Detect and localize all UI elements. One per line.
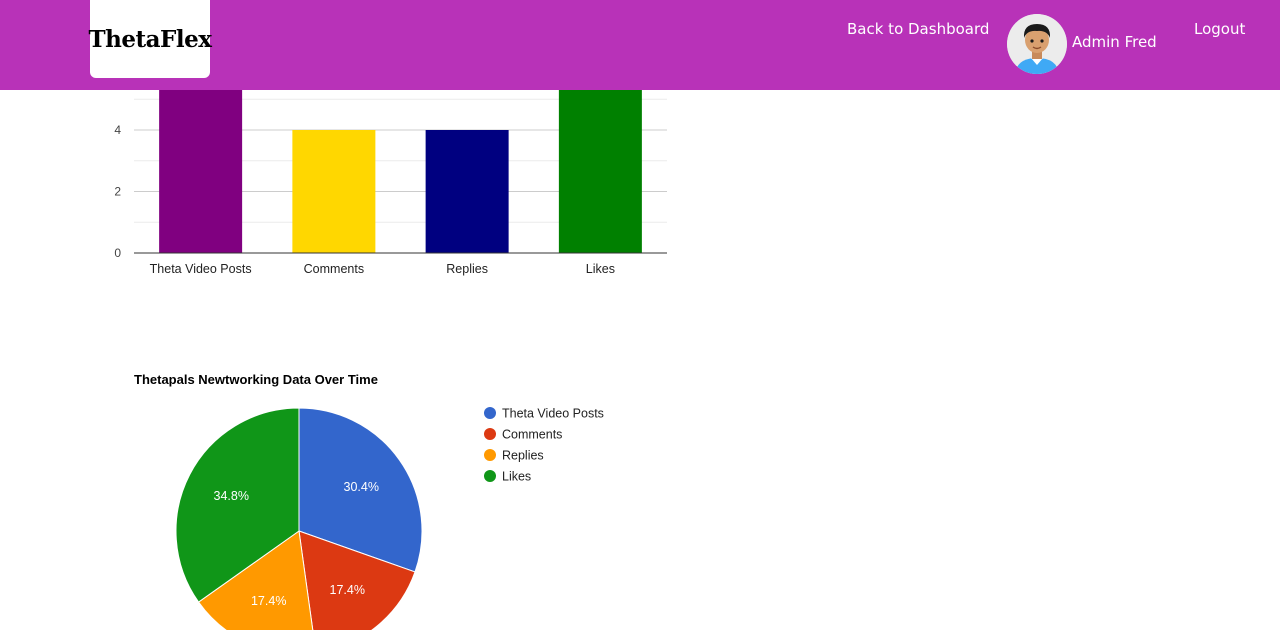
x-tick-label: Likes xyxy=(586,262,615,276)
back-to-dashboard-link[interactable]: Back to Dashboard xyxy=(847,20,990,38)
legend-label: Replies xyxy=(502,449,544,463)
legend-marker xyxy=(484,449,496,461)
y-tick-label: 0 xyxy=(114,246,121,260)
slice-label: 17.4% xyxy=(251,594,286,608)
legend-label: Comments xyxy=(502,428,562,442)
legend-marker xyxy=(484,470,496,482)
bar xyxy=(425,130,509,253)
logo[interactable]: ThetaFlex xyxy=(88,0,212,78)
x-tick-label: Comments xyxy=(304,262,364,276)
x-tick-label: Theta Video Posts xyxy=(150,262,252,276)
x-tick-label: Replies xyxy=(446,262,488,276)
slice-label: 34.8% xyxy=(214,489,249,503)
logo-text: ThetaFlex xyxy=(88,25,212,53)
pie-slice xyxy=(197,530,314,630)
pie-chart: Thetapals Newtworking Data Over Time 30.4… xyxy=(134,372,604,630)
logout-link[interactable]: Logout xyxy=(1194,20,1246,38)
legend-marker xyxy=(484,407,496,419)
legend-label: Theta Video Posts xyxy=(502,407,604,421)
avatar[interactable] xyxy=(1007,14,1067,74)
user-name[interactable]: Admin Fred xyxy=(1072,33,1157,51)
legend-marker xyxy=(484,428,496,440)
pie-slice xyxy=(175,407,300,603)
bar xyxy=(292,130,376,253)
navbar: ThetaFlex Back to Dashboard Admin Fred L… xyxy=(0,0,1280,90)
y-tick-label: 4 xyxy=(114,123,121,137)
legend-label: Likes xyxy=(502,470,531,484)
slice-label: 30.4% xyxy=(344,480,379,494)
y-tick-label: 2 xyxy=(114,185,121,199)
user-avatar-icon xyxy=(1007,14,1067,74)
pie-slice xyxy=(298,407,423,573)
slice-label: 17.4% xyxy=(330,583,365,597)
chart-title: Thetapals Newtworking Data Over Time xyxy=(134,372,378,387)
